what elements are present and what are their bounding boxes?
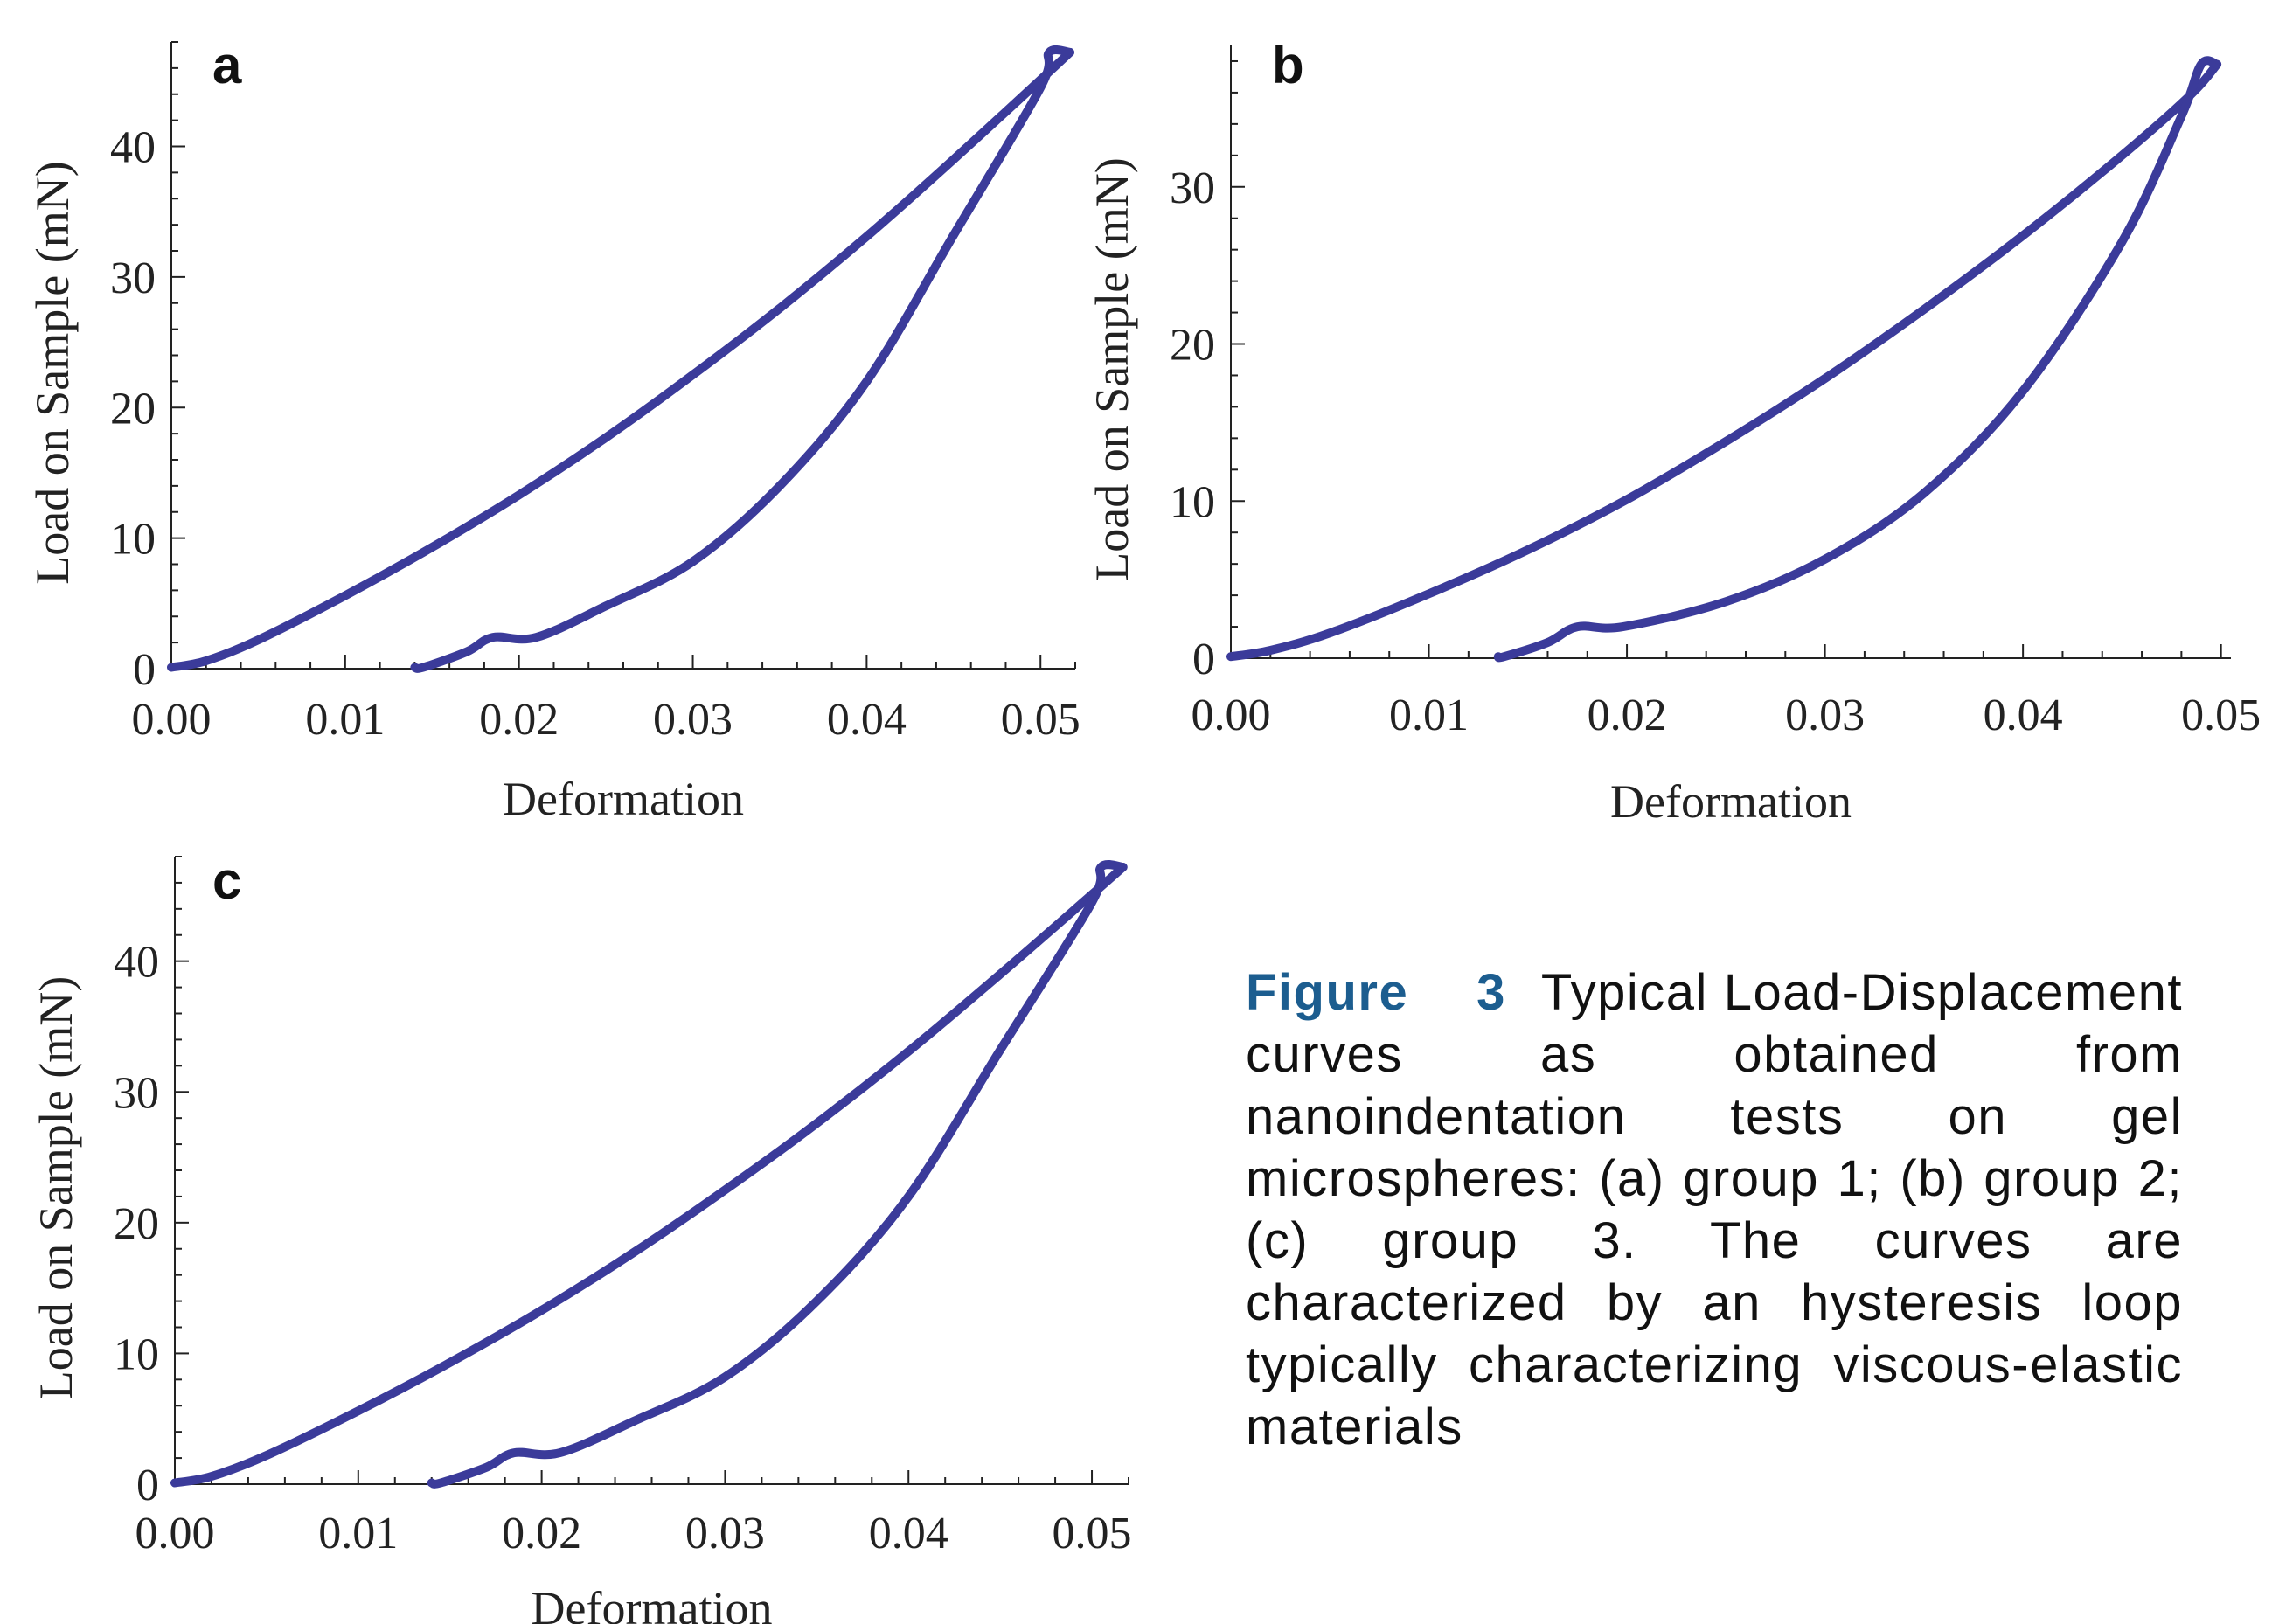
x-tick-label: 0.01 xyxy=(305,695,385,745)
x-tick-label: 0.03 xyxy=(653,695,733,745)
y-tick-label: 10 xyxy=(1170,477,1215,527)
chart-panel-c: 0.00 0.01 0.02 0.03 0.04 0.05 0 10 20 30 40 Deforma… xyxy=(24,837,1152,1624)
x-tick-label: 0.03 xyxy=(1785,691,1865,740)
series-line-unloading xyxy=(1493,56,2222,663)
x-tick-label: 0.05 xyxy=(2181,691,2261,740)
x-tick-label: 0.02 xyxy=(502,1509,581,1558)
panel-letter: c xyxy=(212,851,241,910)
figure-caption-text: Typical Load-Displacement curves as obta… xyxy=(1246,964,2183,1455)
figure-caption: Figure 3 Typical Load-Displacement curves… xyxy=(1246,961,2183,1458)
y-tick-label: 40 xyxy=(114,938,159,988)
series-line-unloading xyxy=(427,860,1128,1489)
y-tick-label: 10 xyxy=(110,515,156,565)
x-axis-label: Deformation xyxy=(1610,775,1852,828)
figure-caption-label: Figure 3 xyxy=(1246,964,1506,1021)
y-axis-label: Load on Sample (mN) xyxy=(30,976,82,1399)
x-tick-label: 0.05 xyxy=(1001,695,1080,745)
x-axis-label: Deformation xyxy=(503,773,744,825)
x-tick-label: 0.03 xyxy=(685,1509,765,1558)
series-line-loading xyxy=(167,47,1074,672)
chart-b-svg: 0.00 0.01 0.02 0.03 0.04 0.05 0 10 20 30 Deformati… xyxy=(1086,36,2261,828)
y-tick-label: 20 xyxy=(110,384,156,434)
series-line-unloading xyxy=(410,45,1074,673)
x-tick-label: 0.00 xyxy=(135,1509,215,1558)
x-tick-label: 0.01 xyxy=(318,1509,398,1558)
chart-panel-b: 0.00 0.01 0.02 0.03 0.04 0.05 0 10 20 30 Deformati… xyxy=(1086,17,2264,830)
series-line-loading xyxy=(170,863,1128,1488)
chart-a-svg: 0.00 0.01 0.02 0.03 0.04 0.05 0 10 20 30 40 Deforma… xyxy=(26,36,1080,825)
y-tick-label: 30 xyxy=(114,1068,159,1118)
x-tick-label: 0.00 xyxy=(1192,691,1271,740)
y-tick-label: 40 xyxy=(110,123,156,173)
y-tick-label: 30 xyxy=(1170,163,1215,213)
panel-letter: a xyxy=(212,36,242,94)
panel-letter: b xyxy=(1272,36,1304,94)
y-tick-label: 10 xyxy=(114,1329,159,1379)
series-line-loading xyxy=(1226,59,2222,662)
y-tick-label: 0 xyxy=(133,645,156,695)
chart-panel-a: 0.00 0.01 0.02 0.03 0.04 0.05 0 10 20 30 40 Deforma… xyxy=(24,17,1152,839)
y-axis-label: Load on Sample (mN) xyxy=(26,161,79,584)
y-tick-label: 0 xyxy=(136,1461,159,1510)
y-axis-label: Load on Sample (mN) xyxy=(1086,157,1138,580)
y-tick-label: 20 xyxy=(1170,321,1215,371)
x-tick-label: 0.02 xyxy=(1588,691,1667,740)
x-tick-label: 0.04 xyxy=(869,1509,948,1558)
x-tick-label: 0.05 xyxy=(1053,1509,1132,1558)
x-tick-label: 0.04 xyxy=(827,695,907,745)
x-tick-label: 0.01 xyxy=(1389,691,1469,740)
y-tick-label: 20 xyxy=(114,1199,159,1249)
x-tick-label: 0.04 xyxy=(1984,691,2063,740)
y-tick-label: 30 xyxy=(110,253,156,303)
chart-c-svg: 0.00 0.01 0.02 0.03 0.04 0.05 0 10 20 30 40 Deforma… xyxy=(30,851,1132,1624)
x-axis-label: Deformation xyxy=(532,1582,773,1624)
x-tick-label: 0.00 xyxy=(132,695,212,745)
x-tick-label: 0.02 xyxy=(479,695,559,745)
y-tick-label: 0 xyxy=(1192,635,1215,684)
